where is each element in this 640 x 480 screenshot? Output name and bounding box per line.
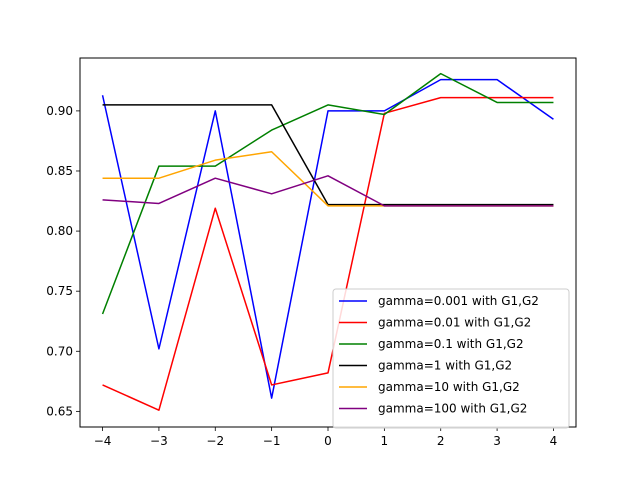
y-tick-label: 0.80 bbox=[46, 224, 73, 238]
y-axis: 0.65 0.70 0.75 0.80 0.85 0.90 bbox=[46, 104, 80, 418]
legend-label-0: gamma=0.001 with G1,G2 bbox=[378, 294, 539, 308]
y-tick-label: 0.90 bbox=[46, 104, 73, 118]
legend-label-5: gamma=100 with G1,G2 bbox=[378, 402, 527, 416]
legend-label-3: gamma=1 with G1,G2 bbox=[378, 359, 512, 373]
x-tick-label: −3 bbox=[150, 434, 168, 448]
x-tick-label: −2 bbox=[206, 434, 224, 448]
y-tick-label: 0.85 bbox=[46, 164, 73, 178]
legend-box bbox=[332, 288, 570, 429]
legend: gamma=0.001 with G1,G2 gamma=0.01 with G1… bbox=[332, 288, 570, 429]
legend-label-4: gamma=10 with G1,G2 bbox=[378, 380, 520, 394]
series-layer bbox=[101, 72, 554, 411]
y-tick-label: 0.75 bbox=[46, 284, 73, 298]
legend-label-2: gamma=0.1 with G1,G2 bbox=[378, 337, 524, 351]
y-tick-label: 0.70 bbox=[46, 344, 73, 358]
series-line-2 bbox=[101, 72, 554, 315]
x-axis: −4 −3 −2 −1 0 1 2 3 4 bbox=[94, 427, 558, 448]
series-line-5 bbox=[102, 175, 554, 207]
x-tick-label: 2 bbox=[437, 434, 445, 448]
x-tick-label: 4 bbox=[550, 434, 558, 448]
series-line-1 bbox=[102, 96, 554, 411]
legend-label-1: gamma=0.01 with G1,G2 bbox=[378, 316, 531, 330]
x-tick-label: 0 bbox=[324, 434, 332, 448]
x-tick-label: −1 bbox=[263, 434, 281, 448]
x-tick-label: 1 bbox=[381, 434, 389, 448]
y-tick-label: 0.65 bbox=[46, 404, 73, 418]
series-line-0 bbox=[101, 78, 554, 399]
series-line-3 bbox=[102, 104, 554, 206]
x-tick-label: 3 bbox=[493, 434, 501, 448]
x-tick-label: −4 bbox=[94, 434, 112, 448]
